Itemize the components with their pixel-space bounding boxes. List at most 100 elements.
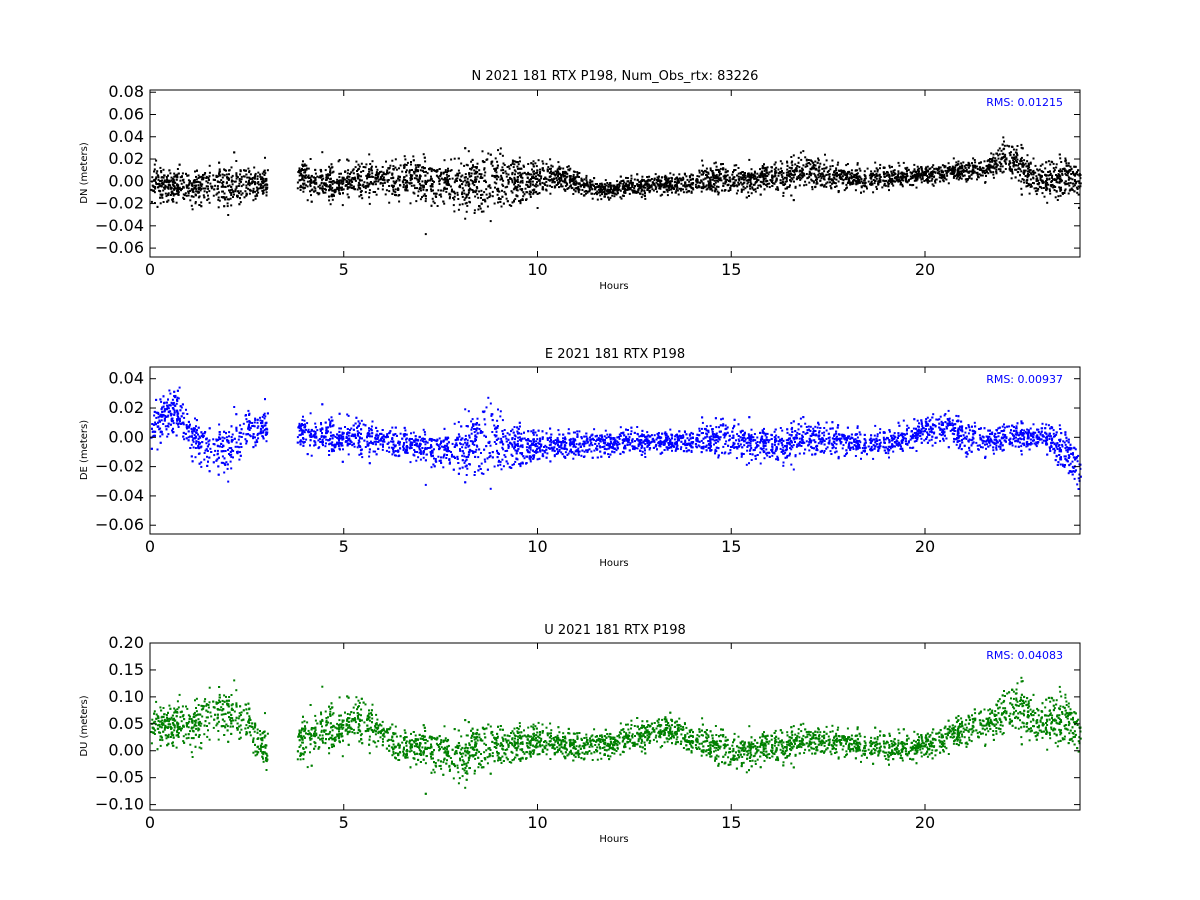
data-point <box>737 183 740 186</box>
data-point <box>584 184 587 187</box>
data-point <box>1010 151 1012 154</box>
data-point <box>308 180 311 183</box>
data-point <box>368 153 371 156</box>
data-point <box>816 161 819 164</box>
data-point <box>375 165 378 168</box>
data-point <box>485 158 488 161</box>
data-point <box>873 170 876 173</box>
data-point <box>845 176 847 179</box>
data-point <box>1032 176 1035 179</box>
data-point <box>155 172 158 175</box>
data-point <box>539 168 541 171</box>
data-point <box>690 182 693 185</box>
data-point <box>982 170 985 172</box>
data-point <box>480 194 482 196</box>
data-point <box>178 163 181 166</box>
data-point <box>512 160 515 163</box>
data-point <box>675 183 678 186</box>
data-point <box>516 161 519 164</box>
data-point <box>763 188 766 191</box>
data-point <box>589 186 592 189</box>
data-point <box>545 162 548 165</box>
data-point <box>208 190 211 193</box>
data-point <box>339 179 342 182</box>
data-point <box>455 177 458 180</box>
data-point <box>336 181 339 183</box>
data-point <box>988 168 990 170</box>
data-point <box>712 176 715 179</box>
data-point <box>1066 170 1069 173</box>
data-point <box>640 183 643 186</box>
data-point <box>201 176 204 179</box>
data-point <box>386 171 388 174</box>
data-point <box>971 162 973 165</box>
data-point <box>160 176 163 179</box>
data-point <box>478 169 481 172</box>
data-point <box>711 185 714 188</box>
data-point <box>374 177 377 180</box>
data-point <box>230 194 233 196</box>
data-point <box>244 190 247 193</box>
data-point <box>366 185 369 188</box>
data-point <box>707 172 710 175</box>
data-point <box>325 173 328 176</box>
data-point <box>627 186 630 189</box>
data-point <box>682 178 685 181</box>
data-point <box>711 172 714 175</box>
data-point <box>741 171 744 173</box>
data-point <box>518 156 521 159</box>
data-point <box>512 166 515 169</box>
data-point <box>1044 184 1047 187</box>
data-point <box>980 168 983 171</box>
data-point <box>329 174 331 176</box>
data-point <box>461 183 464 186</box>
data-point <box>317 193 320 196</box>
data-point <box>431 185 434 188</box>
data-point <box>866 167 869 170</box>
data-point <box>801 168 804 171</box>
data-point <box>329 167 332 170</box>
data-point <box>430 190 433 193</box>
data-point <box>359 187 362 190</box>
data-point <box>602 186 605 189</box>
data-point <box>535 172 538 175</box>
data-point <box>809 172 812 175</box>
data-point <box>205 175 208 178</box>
data-point <box>949 169 952 171</box>
data-point <box>706 176 709 179</box>
data-point <box>794 163 797 166</box>
data-point <box>944 169 947 172</box>
data-point <box>941 164 944 167</box>
data-point <box>543 178 545 180</box>
data-point <box>480 189 483 192</box>
data-point <box>1002 148 1005 151</box>
data-point <box>466 164 469 167</box>
data-point <box>361 184 364 187</box>
data-point <box>238 192 241 195</box>
data-point <box>446 176 449 179</box>
data-point <box>234 188 237 191</box>
data-point <box>572 182 575 185</box>
data-point <box>931 170 934 173</box>
data-point <box>460 162 463 165</box>
data-point <box>159 196 162 199</box>
data-point <box>1076 171 1078 174</box>
data-point <box>370 182 373 185</box>
data-point <box>423 167 426 170</box>
data-point <box>899 180 902 182</box>
data-point <box>646 176 649 178</box>
data-point <box>505 172 508 175</box>
data-point <box>233 193 235 196</box>
data-point <box>405 184 408 187</box>
data-point <box>674 185 677 188</box>
data-point <box>381 174 384 177</box>
data-point <box>342 176 345 179</box>
data-point <box>440 173 442 176</box>
data-point <box>614 187 616 189</box>
data-point <box>578 172 581 174</box>
data-point <box>186 174 189 177</box>
data-point <box>1066 172 1069 175</box>
data-point <box>356 188 359 191</box>
data-point <box>465 201 468 204</box>
data-point <box>334 190 337 193</box>
